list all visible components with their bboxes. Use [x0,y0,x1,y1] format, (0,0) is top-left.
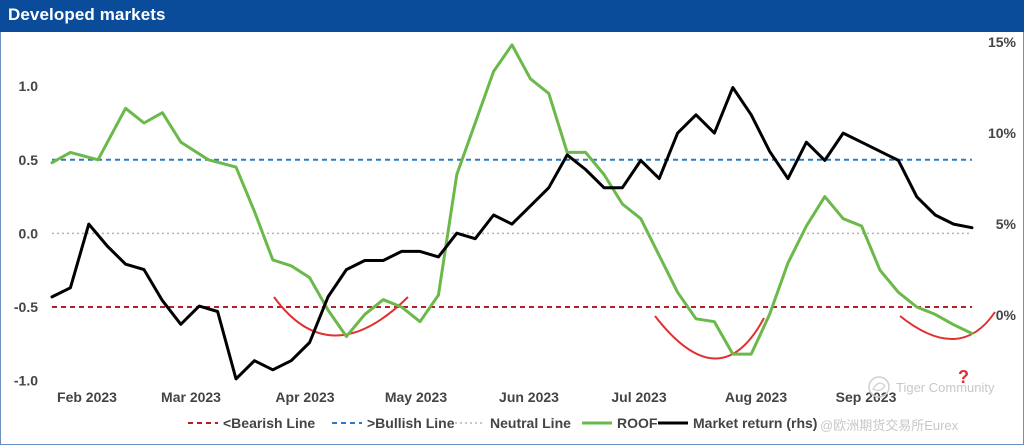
x-tick-label: Sep 2023 [836,389,897,405]
x-axis: Feb 2023 Mar 2023 Apr 2023 May 2023 Jun 2023… [57,389,897,405]
y-left-tick-label: -0.5 [14,299,38,315]
legend-label-1: >Bullish Line [367,415,455,431]
legend-label-0: <Bearish Line [223,415,315,431]
series-group [50,43,974,381]
x-tick-label: Aug 2023 [725,389,787,405]
watermark-text: Tiger Community [896,380,995,395]
legend-label-4: Market return (rhs) [693,415,817,431]
legend: <Bearish Line >Bullish Line Neutral Line RO… [188,415,817,431]
y-left-tick-label: 1.0 [19,78,39,94]
left-axis: -1.0 -0.5 0.0 0.5 1.0 [14,78,38,388]
question-mark-annotation: ? [958,367,969,387]
x-tick-label: Apr 2023 [275,389,334,405]
y-right-tick-label: 0% [996,307,1017,323]
watermark-logo-icon [868,376,890,398]
y-right-tick-label: 5% [996,216,1017,232]
annotation-curve-0 [273,296,409,337]
chart-title: Developed markets [8,5,166,24]
legend-label-2: Neutral Line [490,415,571,431]
y-left-tick-label: -1.0 [14,373,38,389]
y-right-tick-label: 10% [988,125,1017,141]
x-tick-label: Jul 2023 [611,389,666,405]
annotation-curves [273,296,996,360]
reference-lines [52,158,972,309]
x-tick-label: Jun 2023 [499,389,559,405]
watermark-source: @欧洲期货交易所Eurex [820,418,959,433]
y-left-tick-label: 0.5 [19,152,39,168]
x-tick-label: Mar 2023 [161,389,221,405]
series-line-1 [50,86,974,381]
chart-header: Developed markets [0,0,1024,32]
y-right-tick-label: 15% [988,34,1017,50]
legend-label-3: ROOF [617,415,658,431]
y-left-tick-label: 0.0 [19,225,39,241]
x-tick-label: Feb 2023 [57,389,117,405]
annotation-curve-1 [654,315,765,360]
right-axis: 0% 5% 10% 15% [988,34,1017,323]
annotation-curve-2 [899,311,996,340]
x-tick-label: May 2023 [385,389,447,405]
series-line-0 [50,43,974,356]
